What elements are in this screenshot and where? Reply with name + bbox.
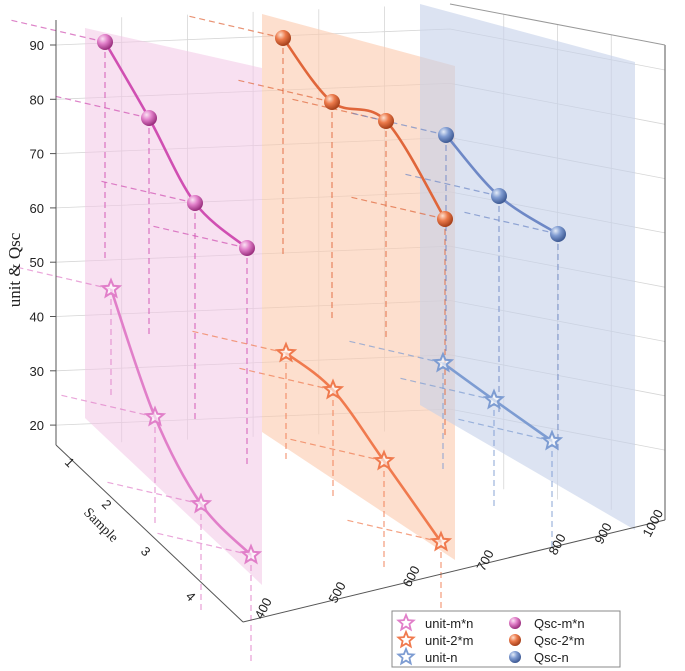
wall-m-n: [85, 28, 262, 585]
data-point-unit-m*n-2: [143, 405, 167, 427]
data-point-Qsc-m*n-3: [187, 195, 203, 211]
top-axis-line: [449, 3, 666, 46]
projection-line: [237, 367, 334, 391]
legend-marker-Qsc-m*n: [509, 617, 521, 629]
projection-line: [105, 481, 202, 505]
projection-line: [9, 19, 106, 43]
projection-line: [456, 418, 553, 442]
data-point-Qsc-m*n-1: [97, 34, 113, 50]
data-point-unit-2*m-4: [429, 530, 453, 552]
legend-label-Qsc-2*m: Qsc-2*m: [534, 633, 585, 648]
data-point-Qsc-2*m-1: [275, 30, 291, 46]
legend-marker-unit-2*m: [396, 629, 416, 649]
data-point-unit-m*n-1: [99, 277, 123, 299]
projection-line: [151, 225, 248, 249]
y-tick-label: 40: [30, 310, 44, 325]
sample-tick-label: 2: [99, 497, 115, 513]
y-tick-label: 20: [30, 418, 44, 433]
series-layer: [97, 30, 566, 565]
data-point-unit-n-3: [540, 429, 564, 451]
legend-marker-Qsc-n: [509, 651, 521, 663]
projection-line: [15, 266, 112, 290]
legend-label-Qsc-m*n: Qsc-m*n: [534, 616, 585, 631]
projection-line: [190, 330, 287, 354]
data-point-unit-2*m-3: [372, 449, 396, 471]
projection-line: [403, 173, 500, 197]
legend-label-Qsc-n: Qsc-n: [534, 650, 569, 665]
data-point-unit-n-2: [482, 388, 506, 410]
projection-line: [236, 79, 333, 103]
x-tick-label: 800: [545, 531, 568, 557]
sample-axis-label: Sample: [80, 505, 120, 545]
legend: unit-m*n unit-2*m unit-n Qsc-m*n Qsc-2*m Qsc-…: [391, 610, 621, 668]
projection-lines: [9, 15, 559, 663]
y-axis-label: unit & Qsc: [5, 232, 24, 307]
y-tick-label: 70: [30, 147, 44, 162]
x-tick-label: 700: [473, 547, 496, 573]
projection-line: [59, 394, 156, 418]
projection-line: [349, 196, 446, 220]
legend-marker-unit-m*n: [396, 612, 416, 632]
sample-tick-label: 4: [183, 589, 199, 605]
data-point-Qsc-n-3: [550, 226, 566, 242]
projection-line: [53, 95, 150, 119]
projection-line: [350, 112, 447, 136]
projection-line: [462, 211, 559, 235]
x-tick-label: 400: [251, 595, 274, 621]
data-point-unit-m*n-3: [189, 492, 213, 514]
y-tick-label: 80: [30, 92, 44, 107]
projection-line: [290, 98, 387, 122]
projection-line: [187, 15, 284, 39]
projection-line: [398, 377, 495, 401]
series-line-Qsc-2*m: [281, 37, 447, 220]
legend-box: [391, 610, 621, 668]
data-point-Qsc-2*m-3: [378, 113, 394, 129]
y-tick-label: 50: [30, 255, 44, 270]
data-point-unit-n-1: [431, 351, 455, 373]
projection-line: [345, 519, 442, 543]
x-axis-line: [242, 519, 666, 623]
projection-line: [288, 438, 385, 462]
data-point-Qsc-m*n-2: [141, 110, 157, 126]
sample-tick-label: 1: [62, 455, 78, 471]
x-tick-label: 900: [591, 520, 614, 546]
data-point-Qsc-m*n-4: [239, 240, 255, 256]
legend-label-unit-m*n: unit-m*n: [425, 616, 473, 631]
data-point-unit-2*m-2: [321, 378, 345, 400]
y-tick-label: 30: [30, 364, 44, 379]
series-line-unit-2*m: [285, 351, 443, 543]
data-point-Qsc-2*m-2: [324, 94, 340, 110]
legend-marker-Qsc-2*m: [509, 634, 521, 646]
data-point-unit-m*n-4: [239, 543, 263, 565]
wall-n: [420, 4, 635, 530]
projection-line: [155, 532, 252, 556]
data-point-Qsc-2*m-4: [437, 211, 453, 227]
series-line-unit-m*n: [109, 288, 252, 556]
sample-axis-line: [55, 444, 244, 623]
x-tick-label: 600: [399, 563, 422, 589]
projection-line: [99, 180, 196, 204]
series-line-Qsc-m*n: [103, 41, 248, 249]
legend-label-unit-2*m: unit-2*m: [425, 633, 473, 648]
y-tick-label: 60: [30, 201, 44, 216]
data-point-Qsc-n-1: [438, 127, 454, 143]
y-tick-label: 90: [30, 38, 44, 53]
data-point-unit-2*m-1: [274, 341, 298, 363]
projection-line: [347, 340, 444, 364]
legend-label-unit-n: unit-n: [425, 650, 458, 665]
legend-marker-unit-n: [396, 646, 416, 666]
axes: [55, 3, 666, 623]
data-point-Qsc-n-2: [491, 188, 507, 204]
sample-tick-label: 3: [138, 544, 154, 560]
